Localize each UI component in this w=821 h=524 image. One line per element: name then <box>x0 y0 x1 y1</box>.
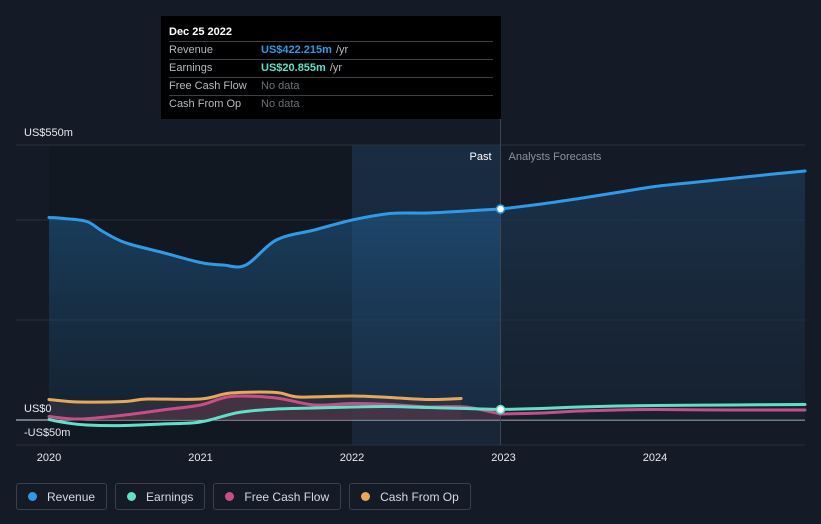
tooltip-value: No data <box>261 80 300 92</box>
legend-dot-icon <box>361 492 371 501</box>
tooltip-row-cash-from-op: Cash From Op No data <box>169 95 493 113</box>
legend-label: Earnings <box>146 489 194 504</box>
tooltip-label: Earnings <box>169 62 213 74</box>
tooltip-row-earnings: Earnings US$20.855m /yr <box>169 59 493 77</box>
legend-item-revenue[interactable]: Revenue <box>16 483 108 510</box>
tooltip-unit: /yr <box>335 44 349 56</box>
tooltip-date: Dec 25 2022 <box>169 26 232 38</box>
x-tick-label: 2024 <box>643 452 667 464</box>
revenue-area-forecast <box>500 171 805 420</box>
y-tick-label: US$550m <box>24 127 73 139</box>
x-tick-label: 2021 <box>188 452 212 464</box>
legend-dot-icon <box>28 492 37 501</box>
legend: Revenue Earnings Free Cash Flow Cash Fro… <box>16 483 471 510</box>
tooltip-label: Free Cash Flow <box>169 80 247 92</box>
y-tick-label: US$0 <box>24 403 52 415</box>
cash-from-op-line <box>47 390 463 404</box>
x-tick-label: 2023 <box>491 452 515 464</box>
tooltip-value: No data <box>261 98 300 110</box>
legend-item-cash-from-op[interactable]: Cash From Op <box>349 483 471 510</box>
legend-item-free-cash-flow[interactable]: Free Cash Flow <box>213 483 342 510</box>
forecast-label: Analysts Forecasts <box>509 151 602 163</box>
tooltip-row-revenue: Revenue US$422.215m /yr <box>169 41 493 59</box>
legend-label: Cash From Op <box>380 489 459 504</box>
revenue-forecast-line <box>499 169 807 211</box>
revenue-line <box>47 207 502 269</box>
legend-label: Revenue <box>47 489 96 504</box>
tooltip-value: US$422.215m <box>261 44 332 56</box>
tooltip-label: Revenue <box>169 44 214 56</box>
x-tick-label: 2020 <box>37 452 61 464</box>
free-cash-flow-forecast-line <box>499 407 807 416</box>
tooltip-row-free-cash-flow: Free Cash Flow No data <box>169 77 493 95</box>
past-label: Past <box>469 151 491 163</box>
tooltip-value: US$20.855m <box>261 62 326 74</box>
legend-item-earnings[interactable]: Earnings <box>115 483 206 510</box>
revenue-marker <box>495 204 506 214</box>
tooltip-unit: /yr <box>329 62 343 74</box>
legend-label: Free Cash Flow <box>244 489 330 504</box>
earnings-marker <box>495 404 506 415</box>
legend-dot-icon <box>127 492 137 501</box>
legend-dot-icon <box>225 492 235 501</box>
earnings-forecast-line <box>499 403 807 411</box>
tooltip: Dec 25 2022 Revenue US$422.215m /yr Earn… <box>161 16 501 119</box>
earnings-line <box>47 404 502 428</box>
tooltip-label: Cash From Op <box>169 98 242 110</box>
y-tick-label: -US$50m <box>24 427 70 439</box>
revenue-area-past <box>49 209 501 420</box>
x-tick-label: 2022 <box>340 452 364 464</box>
